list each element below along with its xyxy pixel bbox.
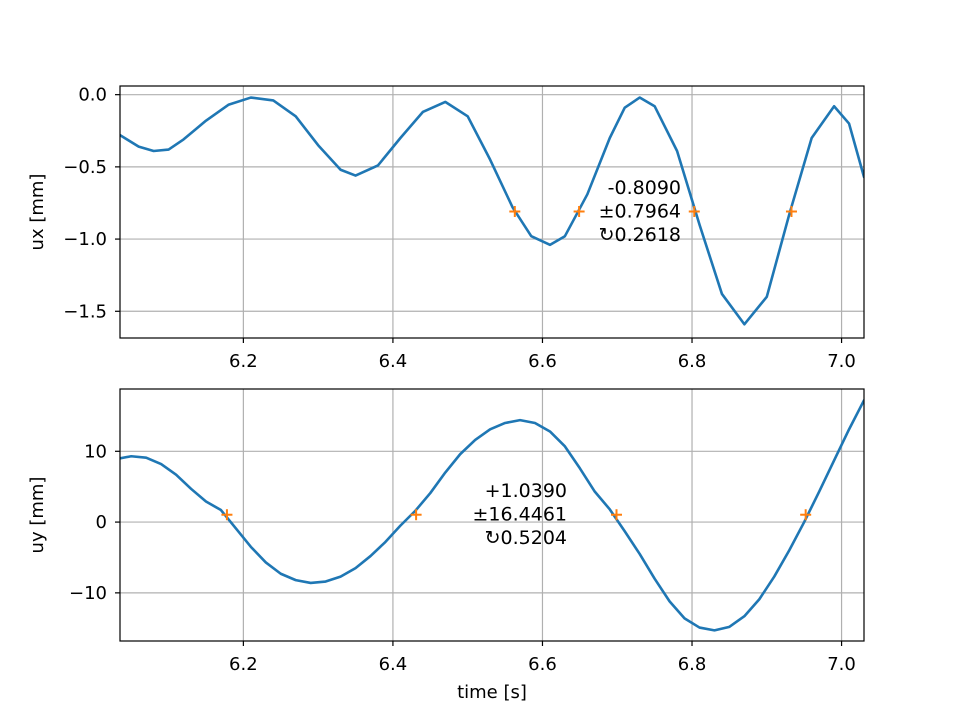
y-tick-label: 0.0 (78, 85, 107, 106)
crossing-marker (800, 509, 812, 521)
x-tick-label: 6.6 (528, 351, 557, 372)
y-tick-label: 10 (84, 441, 107, 462)
y-tick-label: −0.5 (63, 157, 107, 178)
x-tick-label: 6.6 (528, 654, 557, 675)
y-axis-title: uy [mm] (27, 477, 48, 554)
series-line (120, 96, 864, 326)
annotation-line: ±16.4461 (473, 504, 568, 526)
y-tick-label: −1.0 (63, 229, 107, 250)
axes-frame (119, 388, 865, 642)
x-axis-title: time [s] (457, 682, 527, 703)
series-line (120, 399, 864, 632)
y-tick-label: −1.5 (63, 301, 107, 322)
annotation-line: ↻0.5204 (485, 527, 567, 549)
y-axis-title: ux [mm] (27, 174, 48, 251)
x-tick-label: 6.2 (229, 654, 258, 675)
annotation-line: -0.8090 (608, 177, 681, 199)
subplot-2: 6.2 6.4 6.6 6.8 7.0 10 0 −10 uy [mm] time [s] +1.0… (27, 388, 865, 703)
x-tick-label: 6.8 (678, 654, 707, 675)
y-tick-label: −10 (69, 583, 107, 604)
crossing-marker (688, 205, 700, 217)
crossing-marker (610, 509, 622, 521)
x-tick-label: 6.4 (379, 351, 408, 372)
crossing-marker (410, 509, 422, 521)
x-tick-label: 6.8 (678, 351, 707, 372)
x-tick-label: 7.0 (827, 654, 856, 675)
subplot-1: 6.2 6.4 6.6 6.8 7.0 0.0 −0.5 −1.0 −1.5 ux [mm] -0.… (27, 85, 865, 372)
axes-frame (119, 85, 865, 339)
x-tick-label: 6.4 (379, 654, 408, 675)
annotation-line: +1.0390 (485, 480, 567, 502)
crossing-marker (221, 509, 233, 521)
x-tick-label: 7.0 (827, 351, 856, 372)
annotation-line: ↻0.2618 (599, 224, 681, 246)
x-tick-label: 6.2 (229, 351, 258, 372)
crossing-marker (509, 205, 521, 217)
annotation-line: ±0.7964 (599, 201, 681, 223)
crossing-marker (785, 205, 797, 217)
y-tick-label: 0 (96, 512, 107, 533)
crossing-marker (573, 205, 585, 217)
